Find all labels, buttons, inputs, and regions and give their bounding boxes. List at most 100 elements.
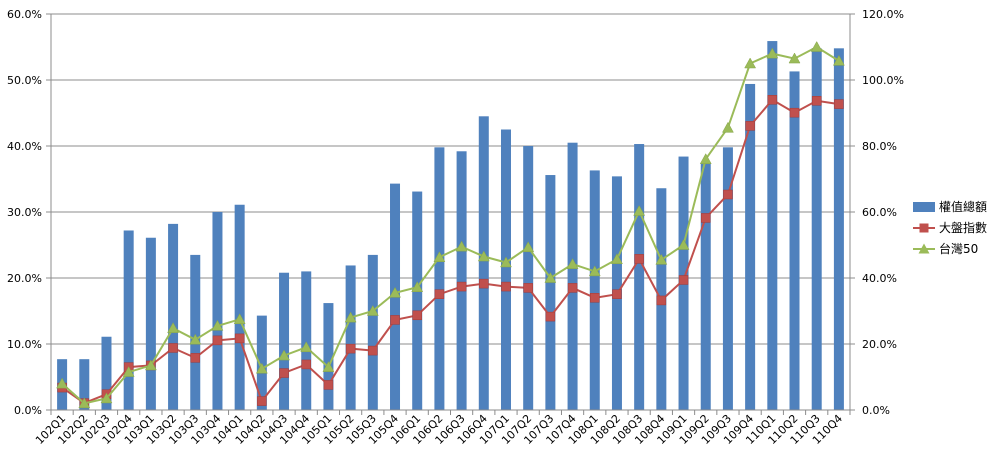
point-marker [323, 380, 334, 390]
right-axis-tick-label: 120.0% [862, 8, 904, 21]
bar [589, 170, 600, 410]
point-marker [590, 293, 600, 303]
point-marker [167, 322, 179, 333]
point-marker [544, 271, 557, 283]
axes [46, 13, 855, 415]
point-marker [722, 121, 734, 133]
point-marker [56, 377, 69, 389]
point-marker [190, 353, 201, 363]
point-marker [189, 333, 202, 345]
point-marker [656, 295, 667, 306]
point-marker [455, 240, 468, 252]
bar [567, 142, 578, 410]
point-marker [678, 275, 689, 285]
point-marker [345, 343, 356, 354]
right-axis-tick-label: 100.0% [862, 74, 904, 87]
point-marker [322, 361, 335, 372]
point-marker [300, 341, 313, 353]
point-marker [434, 289, 445, 299]
point-marker [433, 251, 446, 262]
right-axis-tick-label: 80.0% [862, 140, 897, 153]
point-marker [789, 107, 800, 118]
bar [434, 147, 445, 410]
left-axis-tick-label: 10.0% [7, 338, 42, 351]
left-axis-tick-label: 50.0% [7, 74, 42, 87]
point-marker [522, 241, 535, 253]
point-marker [366, 304, 379, 316]
legend-swatch [913, 202, 935, 212]
point-marker [700, 213, 711, 223]
bar [456, 151, 467, 410]
point-marker [301, 359, 311, 370]
point-marker [257, 396, 267, 406]
point-marker [811, 96, 822, 106]
point-marker [612, 289, 622, 299]
bar [412, 191, 423, 410]
point-marker [233, 313, 246, 324]
left-axis-tick-label: 60.0% [7, 8, 42, 21]
point-marker [767, 95, 778, 105]
point-marker [611, 253, 623, 264]
point-marker [745, 121, 755, 131]
legend-marker [919, 223, 929, 233]
bar [301, 271, 312, 410]
bar [789, 71, 800, 411]
point-marker [144, 359, 157, 371]
legend-label: 大盤指數 [939, 220, 987, 235]
left-axis-tick-labels: 0.0% 10.0% 20.0% 30.0% 40.0% 50.0% 60.0% [7, 8, 42, 417]
bar [811, 48, 822, 410]
legend-label: 台灣50 [939, 241, 978, 256]
right-axis-tick-label: 0.0% [862, 404, 890, 417]
point-marker [78, 397, 91, 409]
bar [168, 223, 179, 410]
bar [767, 41, 778, 411]
point-marker [212, 335, 223, 346]
left-axis-tick-label: 40.0% [7, 140, 42, 153]
left-axis-tick-label: 20.0% [7, 272, 42, 285]
point-marker [523, 283, 533, 293]
point-marker [566, 258, 579, 269]
point-marker [766, 47, 779, 59]
point-marker [832, 54, 845, 66]
bar [700, 162, 711, 410]
point-marker [279, 368, 289, 378]
point-marker [412, 310, 422, 321]
point-marker [390, 315, 400, 325]
bar [478, 116, 489, 411]
point-marker [122, 366, 135, 377]
point-marker [501, 281, 511, 292]
point-marker [456, 281, 467, 292]
bar-series [57, 41, 844, 411]
series-line [61, 45, 840, 405]
right-axis-tick-label: 60.0% [862, 206, 897, 219]
right-axis-tick-label: 40.0% [862, 272, 897, 285]
point-marker [389, 286, 401, 298]
point-marker [211, 319, 224, 331]
bar [101, 336, 112, 410]
left-axis-tick-label: 0.0% [14, 404, 42, 417]
point-marker [100, 392, 113, 404]
bar [212, 212, 223, 410]
bar [367, 254, 378, 410]
point-marker [234, 333, 245, 344]
point-marker [278, 349, 290, 361]
legend-marker [918, 243, 930, 254]
point-marker [655, 253, 668, 265]
bar [79, 359, 90, 410]
bar [833, 48, 844, 410]
point-marker [677, 238, 690, 250]
bar [745, 83, 756, 411]
point-marker [477, 250, 490, 262]
point-marker [411, 281, 424, 292]
bar [234, 204, 245, 410]
point-marker [633, 204, 646, 216]
bar [523, 146, 534, 410]
bar [190, 254, 201, 410]
point-marker [834, 99, 844, 109]
right-axis-tick-labels: 0.0% 20.0% 40.0% 60.0% 80.0% 100.0% 120.0% [862, 8, 904, 417]
line-series [56, 40, 845, 409]
right-axis-tick-label: 20.0% [862, 338, 897, 351]
point-marker [255, 362, 268, 374]
point-marker [344, 311, 357, 323]
